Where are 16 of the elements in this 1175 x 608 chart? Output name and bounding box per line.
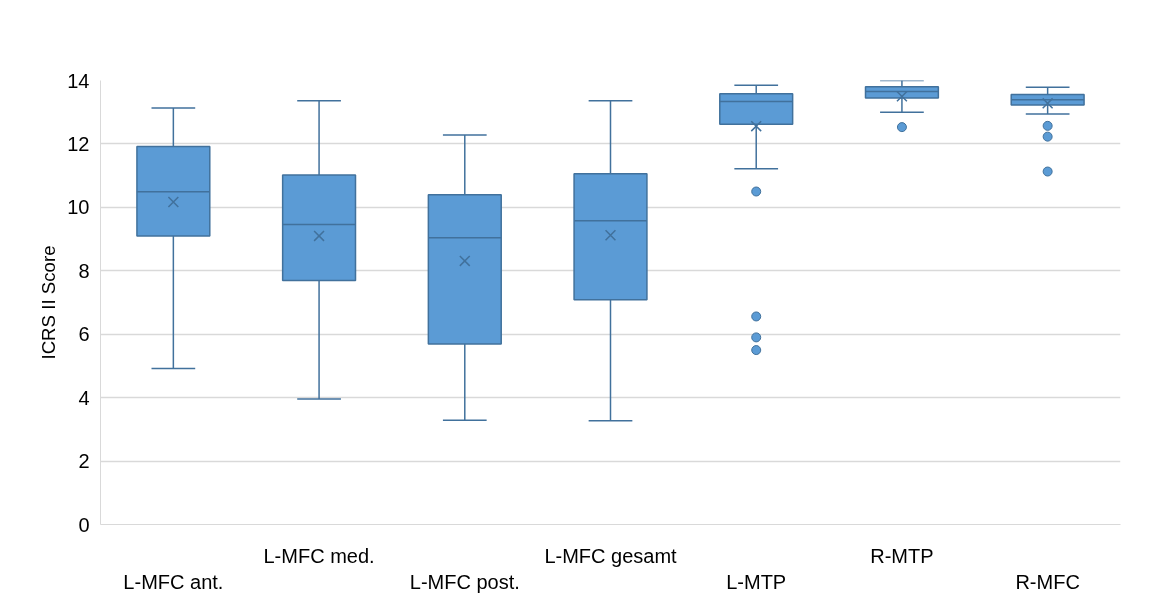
y-tick-label: 12 [67, 132, 90, 155]
x-tick-label: L-MFC post. [409, 570, 520, 593]
y-tick-label: 14 [67, 69, 90, 92]
x-tick-label: R-MFC [1015, 570, 1080, 593]
y-tick-label: 4 [78, 386, 90, 409]
x-tick-label: L-MFC gesamt [544, 544, 678, 567]
y-tick-label: 0 [78, 513, 90, 536]
y-tick-label: 6 [78, 323, 90, 346]
x-tick-label: L-MFC med. [263, 544, 375, 567]
x-tick-label: L-MTP [726, 570, 787, 593]
x-tick-label: R-MTP [870, 544, 934, 567]
y-tick-label: 2 [78, 450, 90, 473]
y-tick-label: 10 [67, 196, 90, 219]
y-axis-title: ICRS II Score [38, 245, 60, 360]
x-tick-label: L-MFC ant. [123, 570, 224, 593]
y-tick-label: 8 [78, 259, 90, 282]
